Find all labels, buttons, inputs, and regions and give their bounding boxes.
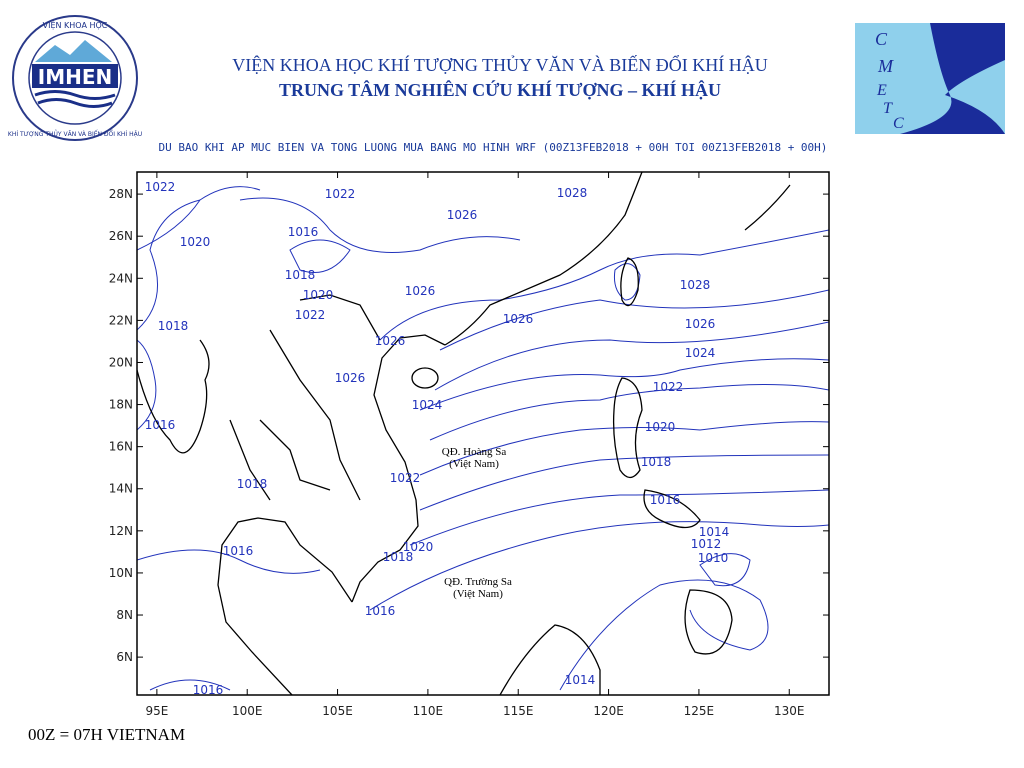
logo-letter: M — [877, 56, 894, 76]
isobar-label: 1016 — [193, 683, 224, 697]
logo-top: VIỆN KHOA HỌC — [43, 19, 108, 31]
isobar-label: 1010 — [698, 551, 729, 565]
x-tick-label: 115E — [503, 704, 534, 718]
isobar-label: 1028 — [557, 186, 588, 200]
isobar-label: 1016 — [145, 418, 176, 432]
isobar-label: 1026 — [335, 371, 366, 385]
isobar-label: 1020 — [180, 235, 211, 249]
isobar-label: 1026 — [405, 284, 436, 298]
y-tick-label: 26N — [109, 229, 133, 243]
x-tick-label: 120E — [593, 704, 624, 718]
axes: 95E 100E 105E 110E 115E 120E 125E 130E 6N 8N 10N 12… — [109, 172, 829, 718]
isobar-label: 1020 — [645, 420, 676, 434]
isobar-label: 1028 — [680, 278, 711, 292]
y-tick-label: 6N — [116, 650, 133, 664]
x-tick-label: 130E — [774, 704, 805, 718]
isobar-label: 1016 — [365, 604, 396, 618]
isobar-label: 1024 — [412, 398, 443, 412]
y-tick-label: 24N — [109, 271, 133, 285]
header-line1: VIỆN KHOA HỌC KHÍ TƯỢNG THỦY VĂN VÀ BIẾN… — [232, 54, 767, 75]
isobar-label: 1024 — [685, 346, 716, 360]
y-tick-label: 22N — [109, 313, 133, 327]
isobar-label: 1018 — [158, 319, 189, 333]
isobar-label: 1026 — [447, 208, 478, 222]
map-frame — [136, 171, 830, 696]
isobar-label: 1020 — [303, 288, 334, 302]
subtitle: DU BAO KHI AP MUC BIEN VA TONG LUONG MUA… — [159, 141, 828, 154]
x-tick-label: 95E — [145, 704, 168, 718]
x-tick-label: 125E — [684, 704, 715, 718]
logo-letter: C — [893, 115, 904, 132]
isobar-label: 1018 — [383, 550, 414, 564]
isobar-label: 1018 — [237, 477, 268, 491]
isobar-label: 1026 — [503, 312, 534, 326]
logo-letter: E — [876, 82, 887, 99]
logo-name: IMHEN — [38, 65, 112, 89]
y-tick-label: 12N — [109, 524, 133, 538]
isobar-label: 1018 — [641, 455, 672, 469]
y-tick-label: 20N — [109, 355, 133, 369]
coastlines — [137, 172, 791, 695]
place-name: QĐ. Hoàng Sa — [442, 446, 507, 458]
isobar-label: 1022 — [653, 380, 684, 394]
x-tick-label: 105E — [322, 704, 353, 718]
header-line2: TRUNG TÂM NGHIÊN CỨU KHÍ TƯỢNG – KHÍ HẬU — [279, 79, 721, 100]
x-tick-label: 100E — [232, 704, 263, 718]
isobar-label: 1018 — [285, 268, 316, 282]
y-tick-label: 14N — [109, 482, 133, 496]
places: QĐ. Hoàng Sa(Việt Nam)QĐ. Trường Sa(Việt… — [442, 446, 512, 600]
isobar-label: 1026 — [685, 317, 716, 331]
isobar-label: 1022 — [145, 180, 176, 194]
isobar-label: 1014 — [565, 673, 596, 687]
isobar-label: 1022 — [295, 308, 326, 322]
isobar-label: 1026 — [375, 334, 406, 348]
y-tick-label: 16N — [109, 440, 133, 454]
y-tick-label: 18N — [109, 398, 133, 412]
isobar-label: 1022 — [325, 187, 356, 201]
imhen-logo: IMHEN VIỆN KHOA HỌC KHÍ TƯỢNG THỦY VĂN V… — [8, 15, 142, 141]
y-tick-label: 28N — [109, 187, 133, 201]
isobar-label: 1022 — [390, 471, 421, 485]
logo-bottom: KHÍ TƯỢNG THỦY VĂN VÀ BIẾN ĐỔI KHÍ HẬU — [8, 130, 142, 138]
isobar-label: 1016 — [223, 544, 254, 558]
logo-letter: C — [875, 29, 888, 49]
isobar-label: 1014 — [699, 525, 730, 539]
isobar-label: 1016 — [650, 493, 681, 507]
isobar-label: 1012 — [691, 537, 722, 551]
place-country: (Việt Nam) — [449, 458, 499, 470]
footer: 00Z = 07H VIETNAM — [28, 725, 185, 744]
isobar-label: 1016 — [288, 225, 319, 239]
logo-letter: T — [883, 100, 893, 117]
place-country: (Việt Nam) — [453, 588, 503, 600]
cmetc-logo: C M E T C — [855, 23, 1005, 134]
isobar-label: 1020 — [403, 540, 434, 554]
y-tick-label: 8N — [116, 608, 133, 622]
y-tick-label: 10N — [109, 566, 133, 580]
x-tick-label: 110E — [413, 704, 444, 718]
place-name: QĐ. Trường Sa — [444, 576, 512, 588]
isobars — [137, 186, 829, 691]
